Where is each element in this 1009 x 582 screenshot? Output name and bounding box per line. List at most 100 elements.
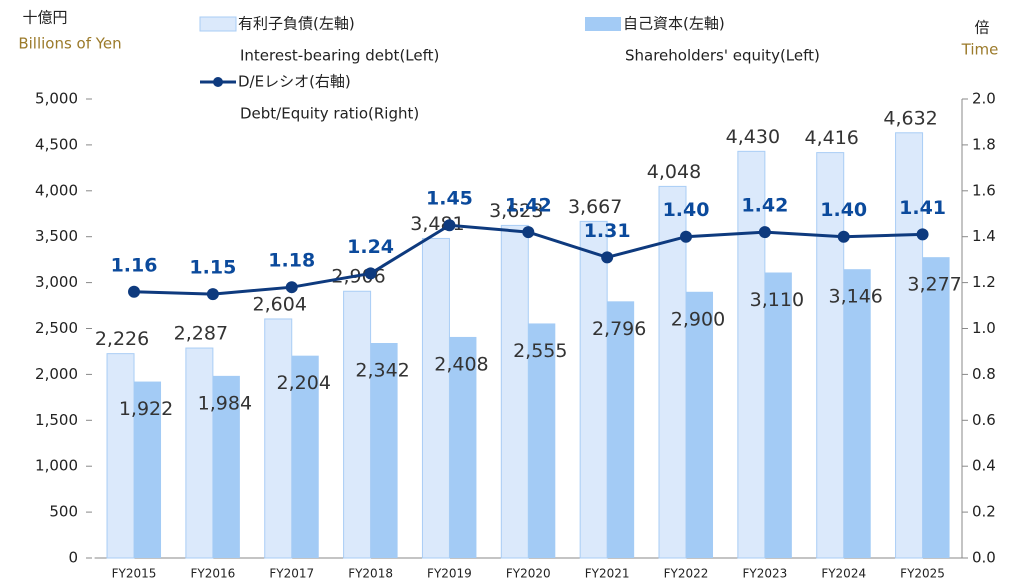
- legend-label: D/Eレシオ(右軸): [238, 73, 351, 91]
- value-label: 2,408: [434, 353, 488, 375]
- value-label: 2,555: [513, 340, 567, 362]
- x-tick-label: FY2015: [112, 567, 157, 581]
- y2-unit: 倍: [974, 19, 989, 37]
- y-tick-label: 3,000: [35, 273, 78, 291]
- value-label: 2,226: [95, 328, 149, 350]
- ratio-label: 1.16: [111, 254, 158, 276]
- bar: [212, 375, 240, 558]
- y2-tick-label: 1.2: [972, 273, 996, 291]
- bar: [922, 257, 950, 558]
- y2-tick-label: 2.0: [972, 90, 996, 108]
- x-tick-label: FY2017: [269, 567, 314, 581]
- bar: [370, 343, 398, 558]
- x-tick-label: FY2022: [664, 567, 709, 581]
- ratio-label: 1.40: [663, 199, 710, 221]
- marker: [206, 288, 219, 301]
- y-tick-label: 500: [49, 503, 78, 521]
- marker: [758, 226, 771, 239]
- ratio-label: 1.40: [820, 199, 867, 221]
- bar: [579, 220, 608, 559]
- marker: [522, 226, 535, 239]
- y2-tick-label: 1.8: [972, 135, 996, 153]
- y-tick-label: 2,000: [35, 365, 78, 383]
- legend-swatch: [199, 16, 237, 32]
- bar: [843, 269, 871, 558]
- y-tick-label: 5,000: [35, 90, 78, 108]
- ratio-label: 1.41: [899, 197, 946, 219]
- value-label: 4,430: [726, 126, 780, 148]
- y-tick-label: 2,500: [35, 319, 78, 337]
- value-label: 3,667: [568, 196, 622, 218]
- value-label: 2,342: [355, 360, 409, 382]
- y-tick-label: 3,500: [35, 227, 78, 245]
- value-label: 1,922: [119, 398, 173, 420]
- y2-tick-label: 1.6: [972, 181, 996, 199]
- y2-tick-label: 0.4: [972, 457, 996, 475]
- value-label: 2,796: [592, 318, 646, 340]
- bar: [421, 237, 450, 559]
- x-tick-label: FY2024: [821, 567, 866, 581]
- marker: [443, 219, 456, 232]
- legend-swatch: [585, 17, 621, 31]
- bar: [607, 301, 635, 558]
- marker: [364, 267, 377, 280]
- value-label: 3,110: [750, 289, 804, 311]
- ratio-label: 1.42: [741, 195, 788, 217]
- x-tick-label: FY2020: [506, 567, 551, 581]
- y-tick-label: 4,000: [35, 181, 78, 199]
- bar: [106, 353, 135, 559]
- y2-tick-label: 0.8: [972, 365, 996, 383]
- x-tick-label: FY2016: [190, 567, 235, 581]
- ratio-label: 1.18: [268, 250, 315, 272]
- y2-tick-label: 0.0: [972, 549, 996, 567]
- ratio-label: 1.24: [347, 236, 394, 258]
- ratio-label: 1.42: [505, 195, 552, 217]
- x-tick-label: FY2018: [348, 567, 393, 581]
- y-tick-label: 1,000: [35, 457, 78, 475]
- y-tick-label: 0: [68, 549, 78, 567]
- y2-tick-label: 1.0: [972, 319, 996, 337]
- x-tick-label: FY2021: [585, 567, 630, 581]
- bar: [686, 291, 714, 558]
- bar: [816, 152, 845, 559]
- legend-label: 有利子負債(左軸): [238, 15, 355, 33]
- marker: [837, 230, 850, 243]
- x-tick-label: FY2023: [742, 567, 787, 581]
- bar: [449, 336, 477, 558]
- ratio-label: 1.45: [426, 188, 473, 210]
- value-label: 2,287: [174, 323, 228, 345]
- bar: [764, 272, 792, 558]
- ratio-label: 1.15: [189, 257, 236, 279]
- y2-tick-label: 0.2: [972, 503, 996, 521]
- y2-unit-en: Time: [961, 41, 999, 59]
- y2-tick-label: 0.6: [972, 411, 996, 429]
- legend-label: 自己資本(左軸): [623, 15, 725, 33]
- value-label: 4,632: [883, 107, 937, 129]
- bar: [291, 355, 319, 558]
- x-tick-label: FY2025: [900, 567, 945, 581]
- value-label: 4,416: [805, 127, 859, 149]
- legend-label-en: Shareholders' equity(Left): [625, 47, 820, 65]
- marker: [285, 281, 298, 294]
- bar: [528, 323, 556, 558]
- bar: [737, 150, 766, 559]
- bar: [185, 347, 214, 559]
- value-label: 2,204: [277, 372, 331, 394]
- y-unit-en: Billions of Yen: [18, 35, 121, 53]
- legend-label-en: Interest-bearing debt(Left): [240, 47, 439, 65]
- legend-marker: [213, 77, 223, 87]
- value-label: 4,048: [647, 161, 701, 183]
- value-label: 1,984: [198, 392, 252, 414]
- ratio-label: 1.31: [584, 220, 631, 242]
- bar: [895, 132, 924, 559]
- bar: [264, 318, 293, 559]
- marker: [680, 230, 693, 243]
- value-label: 2,604: [253, 293, 307, 315]
- y-tick-label: 4,500: [35, 135, 78, 153]
- x-tick-label: FY2019: [427, 567, 472, 581]
- y-unit: 十億円: [22, 9, 67, 27]
- marker: [128, 285, 141, 298]
- y-tick-label: 1,500: [35, 411, 78, 429]
- bar: [134, 381, 162, 558]
